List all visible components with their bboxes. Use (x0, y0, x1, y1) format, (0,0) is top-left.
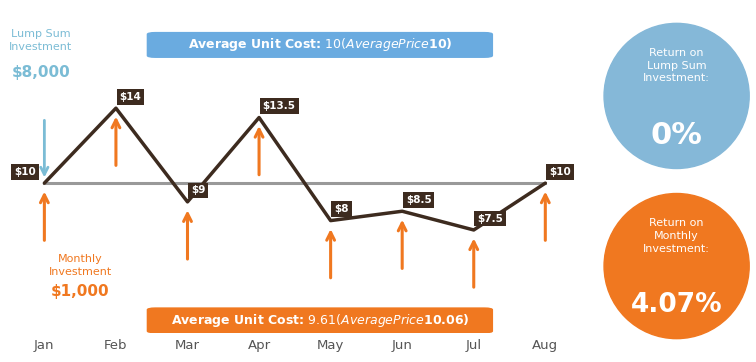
Text: Return on
Monthly
Investment:: Return on Monthly Investment: (643, 218, 710, 254)
Text: 4.07%: 4.07% (631, 292, 723, 319)
Text: $1,000: $1,000 (51, 284, 110, 299)
FancyBboxPatch shape (147, 32, 493, 58)
Text: $8.5: $8.5 (406, 195, 432, 205)
Text: Monthly
Investment: Monthly Investment (48, 254, 112, 277)
Text: $9: $9 (191, 185, 206, 195)
Text: $10: $10 (14, 167, 36, 177)
Text: $13.5: $13.5 (262, 101, 296, 111)
Text: Average Unit Cost: $10 (Average Price $10): Average Unit Cost: $10 (Average Price $1… (187, 37, 452, 54)
Circle shape (604, 24, 749, 168)
Text: $14: $14 (119, 92, 141, 102)
Text: $8,000: $8,000 (11, 65, 70, 80)
Text: Lump Sum
Investment: Lump Sum Investment (9, 29, 73, 52)
Text: Average Unit Cost: $9.61 (Average Price $10.06): Average Unit Cost: $9.61 (Average Price … (171, 312, 469, 329)
Text: $7.5: $7.5 (477, 214, 503, 224)
Circle shape (604, 194, 749, 338)
Text: Return on
Lump Sum
Investment:: Return on Lump Sum Investment: (643, 48, 710, 84)
FancyBboxPatch shape (147, 307, 493, 333)
Text: 0%: 0% (651, 121, 702, 150)
Text: $10: $10 (549, 167, 571, 177)
Text: $8: $8 (334, 204, 349, 214)
